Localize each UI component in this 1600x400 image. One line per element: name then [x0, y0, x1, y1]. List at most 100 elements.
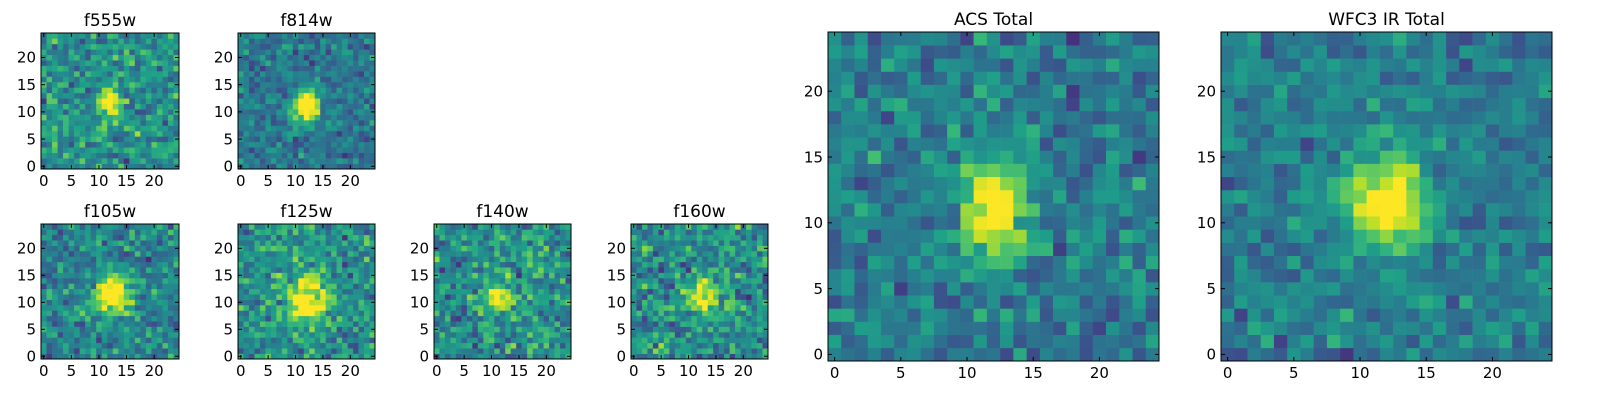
heatmap-cell	[112, 261, 119, 268]
heatmap-cell	[549, 332, 555, 338]
heatmap-cell	[1145, 71, 1160, 85]
heatmap-cell	[364, 152, 370, 159]
heatmap-cell	[287, 163, 294, 170]
heatmap-cell	[303, 348, 310, 354]
heatmap-cell	[488, 348, 495, 354]
heatmap-cell	[461, 332, 468, 338]
heatmap-cell	[1379, 203, 1394, 217]
heatmap-cell	[532, 342, 539, 349]
heatmap-cell	[1247, 189, 1262, 204]
heatmap-cell	[1287, 334, 1301, 349]
heatmap-cell	[320, 283, 326, 290]
heatmap-cell	[63, 245, 69, 252]
heatmap-cell	[746, 256, 752, 263]
heatmap-cell	[90, 342, 97, 349]
heatmap-cell	[1340, 229, 1354, 243]
heatmap-cell	[96, 130, 103, 137]
heatmap-cell	[920, 150, 935, 164]
heatmap-cell	[729, 342, 736, 349]
heatmap-cell	[162, 337, 169, 344]
heatmap-cell	[101, 229, 108, 236]
heatmap-cell	[369, 152, 376, 159]
heatmap-cell	[663, 240, 670, 246]
heatmap-cell	[265, 81, 272, 88]
heatmap-cell	[68, 251, 75, 257]
heatmap-cell	[303, 299, 310, 306]
heatmap-cell	[325, 299, 332, 306]
heatmap-cell	[751, 353, 758, 360]
axes-frame	[237, 32, 376, 170]
heatmap-cell	[1000, 242, 1014, 257]
heatmap-cell	[488, 272, 495, 279]
heatmap-cell	[276, 109, 283, 115]
heatmap-cell	[1066, 163, 1080, 178]
heatmap-cell	[358, 65, 365, 72]
heatmap-cell	[57, 256, 64, 263]
heatmap-cell	[281, 114, 288, 121]
heatmap-cell	[1525, 282, 1540, 296]
heatmap-cell	[450, 234, 457, 241]
heatmap-cell	[303, 141, 310, 148]
heatmap-cell	[353, 337, 359, 344]
heatmap-cell	[79, 234, 86, 241]
heatmap-cell	[647, 229, 654, 236]
heatmap-cell	[707, 294, 714, 300]
heatmap-cell	[674, 337, 681, 344]
heatmap-cell	[325, 147, 332, 153]
heatmap-cell	[74, 87, 80, 94]
heatmap-cell	[320, 326, 326, 333]
heatmap-cell	[342, 261, 348, 268]
heatmap-cell	[658, 288, 665, 295]
heatmap-cell	[347, 256, 354, 263]
heatmap-cell	[353, 141, 359, 148]
heatmap-cell	[488, 229, 495, 236]
heatmap-cell	[254, 272, 261, 279]
heatmap-cell	[112, 321, 119, 327]
heatmap-cell	[57, 38, 64, 45]
heatmap-cell	[757, 229, 763, 236]
heatmap-cell	[1066, 176, 1080, 191]
heatmap-cell	[1039, 189, 1054, 204]
heatmap-cell	[353, 299, 359, 306]
heatmap-cell	[325, 71, 332, 77]
heatmap-cell	[455, 245, 462, 252]
heatmap-cell	[472, 261, 479, 268]
heatmap-cell	[167, 33, 174, 39]
heatmap-cell	[488, 256, 495, 263]
heatmap-cell	[674, 348, 681, 354]
heatmap-cell	[74, 49, 80, 56]
heatmap-cell	[353, 348, 359, 354]
heatmap-cell	[450, 337, 457, 344]
heatmap-cell	[254, 92, 261, 99]
heatmap-cell	[314, 283, 321, 290]
heatmap-cell	[560, 342, 566, 349]
heatmap-cell	[162, 103, 169, 110]
heatmap-cell	[560, 332, 566, 338]
heatmap-cell	[162, 38, 169, 45]
heatmap-cell	[336, 98, 343, 105]
heatmap-cell	[101, 224, 108, 230]
heatmap-cell	[90, 240, 97, 246]
heatmap-cell	[947, 268, 961, 283]
heatmap-cell	[309, 272, 316, 279]
heatmap-cell	[347, 125, 354, 132]
heatmap-cell	[74, 229, 80, 236]
heatmap-cell	[90, 288, 97, 295]
heatmap-cell	[238, 240, 244, 246]
heatmap-cell	[41, 152, 47, 159]
heatmap-cell	[173, 229, 180, 236]
heatmap-cell	[57, 267, 64, 273]
heatmap-cell	[505, 240, 512, 246]
heatmap-cell	[718, 283, 725, 290]
heatmap-cell	[325, 60, 332, 66]
heatmap-cell	[309, 130, 316, 137]
heatmap-cell	[434, 332, 440, 338]
heatmap-cell	[986, 84, 1001, 99]
heatmap-cell	[516, 342, 522, 349]
heatmap-cell	[543, 315, 550, 322]
heatmap-cell	[123, 240, 130, 246]
heatmap-cell	[554, 278, 561, 284]
heatmap-cell	[364, 272, 370, 279]
heatmap-cell	[652, 310, 659, 317]
heatmap-cell	[303, 130, 310, 137]
